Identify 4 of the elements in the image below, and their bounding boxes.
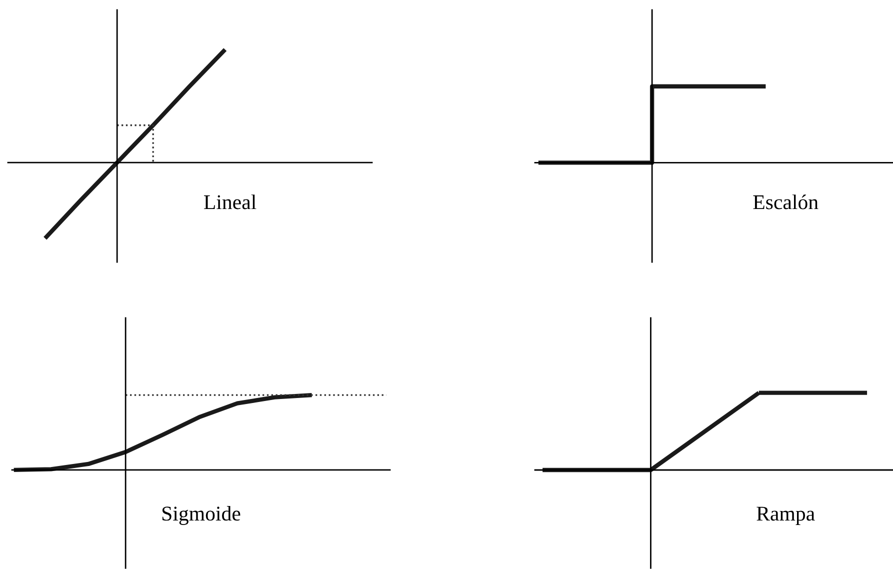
text: Escalón — [753, 194, 818, 210]
text: Lineal — [204, 194, 256, 210]
text: Sigmoide — [162, 506, 240, 525]
text: Rampa — [756, 506, 815, 525]
